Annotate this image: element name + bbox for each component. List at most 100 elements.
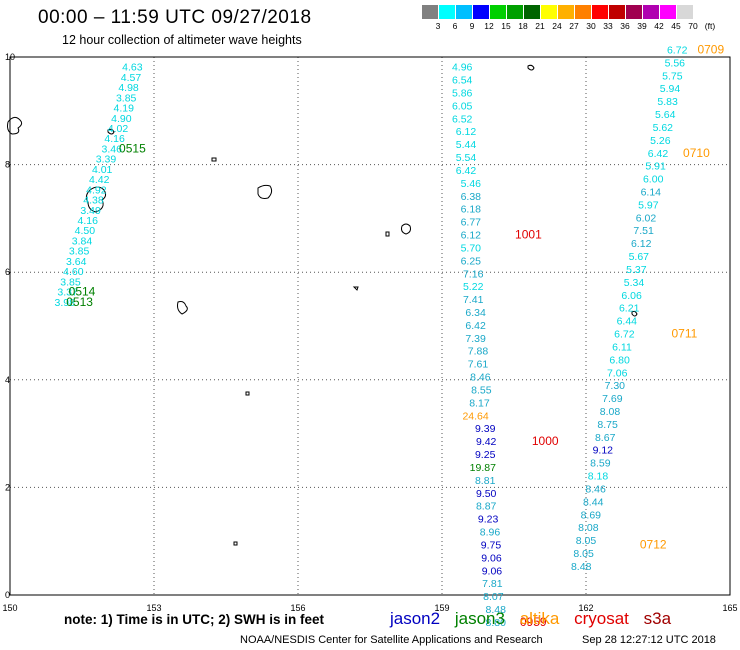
wave-height-value: 5.91 bbox=[645, 161, 666, 173]
x-tick-label: 165 bbox=[722, 603, 737, 613]
wave-height-value: 5.46 bbox=[461, 178, 482, 190]
wave-height-value: 8.96 bbox=[480, 527, 501, 539]
wave-height-value: 8.44 bbox=[583, 496, 604, 508]
wave-height-value: 6.11 bbox=[612, 341, 632, 353]
island-outline bbox=[527, 64, 535, 71]
wave-height-value: 8.48 bbox=[486, 604, 507, 616]
wave-height-value: 6.12 bbox=[461, 230, 482, 242]
scale-label: 42 bbox=[654, 21, 664, 31]
legend-cryosat: cryosat bbox=[574, 609, 629, 628]
wave-height-value: 6.02 bbox=[636, 212, 657, 224]
island-outline bbox=[85, 186, 107, 213]
scale-label: 12 bbox=[484, 21, 494, 31]
island-outline bbox=[385, 231, 390, 237]
pass-time-label: 0711 bbox=[671, 327, 697, 341]
wave-height-value: 3.85 bbox=[69, 246, 90, 258]
scale-swatch bbox=[439, 5, 455, 19]
pass-time-label: 0959 bbox=[520, 615, 547, 629]
x-tick-label: 150 bbox=[2, 603, 17, 613]
scale-label: 24 bbox=[552, 21, 562, 31]
scale-label: 30 bbox=[586, 21, 596, 31]
pass-time-label: 0513 bbox=[66, 295, 93, 309]
island-outline bbox=[257, 184, 273, 199]
scale-label: 18 bbox=[518, 21, 528, 31]
scale-label: 3 bbox=[435, 21, 441, 31]
wave-height-value: 6.12 bbox=[456, 126, 477, 138]
island-outline bbox=[211, 157, 217, 162]
scale-swatch bbox=[660, 5, 676, 19]
y-tick-label: 4 bbox=[5, 375, 10, 385]
wave-height-value: 8.05 bbox=[573, 548, 594, 560]
island-outline bbox=[245, 391, 250, 396]
island-outline bbox=[401, 223, 411, 235]
y-tick-label: 2 bbox=[5, 482, 10, 492]
wave-height-value: 4.63 bbox=[122, 62, 143, 74]
wave-height-value: 5.37 bbox=[626, 264, 647, 276]
wave-height-value: 9.42 bbox=[476, 436, 497, 448]
wave-height-value: 5.34 bbox=[624, 277, 645, 289]
wave-height-value: 8.07 bbox=[483, 591, 504, 603]
wave-height-value: 9.12 bbox=[593, 445, 614, 457]
wave-height-value: 8.80 bbox=[486, 617, 507, 629]
wave-height-value: 6.44 bbox=[617, 316, 638, 328]
wave-height-value: 6.42 bbox=[456, 165, 477, 177]
wave-height-value: 6.21 bbox=[619, 303, 640, 315]
scale-swatch bbox=[677, 5, 693, 19]
scale-swatch bbox=[609, 5, 625, 19]
wave-height-value: 3.49 bbox=[80, 205, 101, 217]
scale-label: 45 bbox=[671, 21, 681, 31]
wave-height-value: 8.46 bbox=[585, 483, 606, 495]
map-frame bbox=[9, 56, 731, 596]
legend-jason3: jason3 bbox=[454, 609, 505, 628]
wave-height-value: 8.17 bbox=[469, 397, 490, 409]
wave-height-value: 4.38 bbox=[83, 195, 104, 207]
scale-swatch bbox=[643, 5, 659, 19]
scale-swatch bbox=[456, 5, 472, 19]
scale-label: 39 bbox=[637, 21, 647, 31]
wave-height-value: 7.81 bbox=[482, 578, 503, 590]
wave-height-value: 4.92 bbox=[86, 184, 107, 196]
scale-label: 36 bbox=[620, 21, 630, 31]
wave-height-value: 9.25 bbox=[475, 449, 496, 461]
wave-height-value: 5.22 bbox=[463, 281, 484, 293]
pass-time-label: 1000 bbox=[532, 434, 559, 448]
legend-jason2: jason2 bbox=[390, 609, 441, 628]
wave-height-value: 9.39 bbox=[475, 423, 496, 435]
wave-height-value: 19.87 bbox=[470, 462, 496, 474]
wave-height-value: 5.62 bbox=[653, 122, 674, 134]
wave-height-value: 6.72 bbox=[614, 329, 635, 341]
wave-height-value: 6.80 bbox=[609, 354, 630, 366]
wave-height-value: 8.05 bbox=[576, 535, 597, 547]
y-tick-label: 0 bbox=[5, 590, 10, 600]
wave-height-value: 7.16 bbox=[463, 268, 484, 280]
scale-swatch bbox=[558, 5, 574, 19]
wave-height-value: 7.88 bbox=[468, 346, 489, 358]
scale-label: (ft) bbox=[704, 21, 716, 31]
wave-height-value: 4.96 bbox=[452, 62, 473, 74]
scale-swatch bbox=[507, 5, 523, 19]
map-title: 00:00 – 11:59 UTC 09/27/2018 bbox=[38, 7, 312, 28]
scale-swatch bbox=[626, 5, 642, 19]
wave-height-value: 7.06 bbox=[607, 367, 628, 379]
island-outline bbox=[631, 310, 638, 317]
wave-height-value: 8.18 bbox=[588, 471, 609, 483]
wave-height-value: 24.64 bbox=[462, 410, 488, 422]
wave-height-value: 6.72 bbox=[667, 44, 688, 56]
wave-height-value: 8.08 bbox=[600, 406, 621, 418]
wave-height-value: 3.98 bbox=[55, 297, 76, 309]
wave-height-value: 5.70 bbox=[461, 242, 482, 254]
island-outline bbox=[107, 128, 115, 135]
x-tick-label: 162 bbox=[578, 603, 593, 613]
scale-label: 21 bbox=[535, 21, 545, 31]
wave-height-value: 6.54 bbox=[452, 75, 473, 87]
wave-height-value: 4.90 bbox=[111, 113, 132, 125]
scale-swatch bbox=[575, 5, 591, 19]
wave-height-value: 9.06 bbox=[482, 565, 503, 577]
wave-height-value: 5.64 bbox=[655, 109, 676, 121]
wave-height-value: 5.75 bbox=[662, 70, 683, 82]
pass-time-label: 0710 bbox=[683, 146, 710, 160]
wave-height-value: 8.46 bbox=[470, 372, 491, 384]
wave-height-value: 6.77 bbox=[461, 217, 482, 229]
wave-height-value: 6.34 bbox=[465, 307, 486, 319]
